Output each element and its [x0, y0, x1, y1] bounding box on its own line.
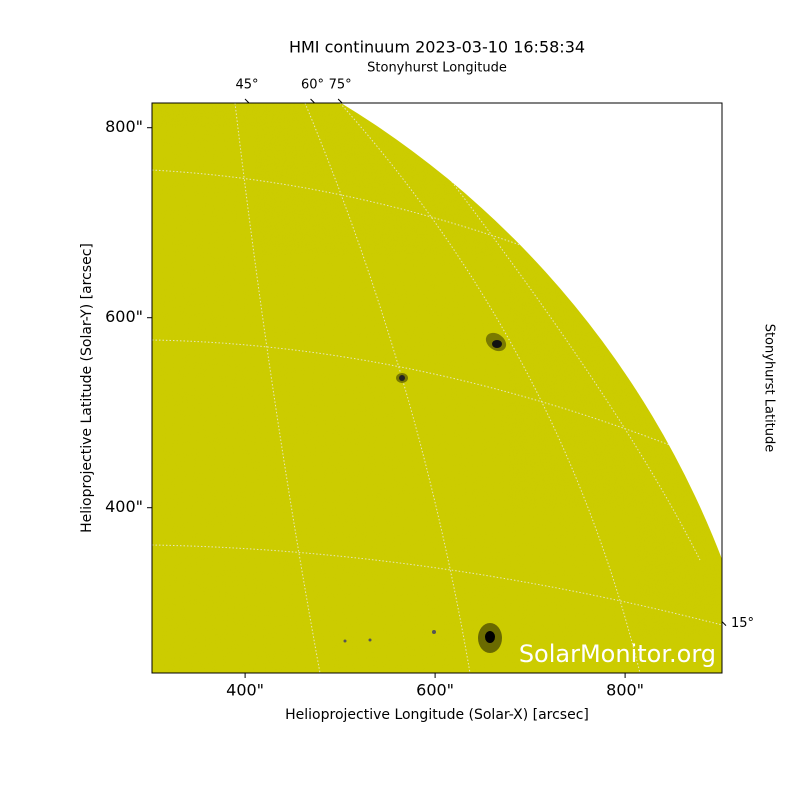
top-tick: [337, 98, 343, 104]
y-tick-label: 800": [105, 117, 143, 136]
y-tick-label: 400": [105, 497, 143, 516]
x-axis-label: Helioprojective Longitude (Solar-X) [arc…: [285, 707, 589, 723]
plot-frame: [151, 102, 723, 674]
x-tick-label: 600": [416, 681, 454, 700]
top-tick: [310, 98, 315, 104]
right-tick: [721, 621, 727, 626]
granulation: [152, 103, 722, 673]
x-tick-label: 800": [606, 681, 644, 700]
plot-area: [152, 103, 722, 673]
chart-title: HMI continuum 2023-03-10 16:58:34: [289, 38, 585, 57]
y-tick-label: 600": [105, 307, 143, 326]
sunspots: [343, 332, 507, 653]
top-tick-label: 75°: [329, 78, 352, 93]
solar-disk: [152, 103, 722, 673]
right-tick-label: 15°: [731, 616, 754, 631]
top-tick-label: 60°: [301, 78, 324, 93]
top-tick: [244, 98, 250, 104]
y-axis-label: Helioprojective Latitude (Solar-Y) [arcs…: [79, 243, 95, 533]
watermark: SolarMonitor.org: [519, 640, 716, 668]
top-tick-label: 45°: [235, 78, 258, 93]
top-axis-label: Stonyhurst Longitude: [367, 61, 507, 76]
x-tick-label: 400": [226, 681, 264, 700]
right-axis-label: Stonyhurst Latitude: [762, 324, 777, 453]
